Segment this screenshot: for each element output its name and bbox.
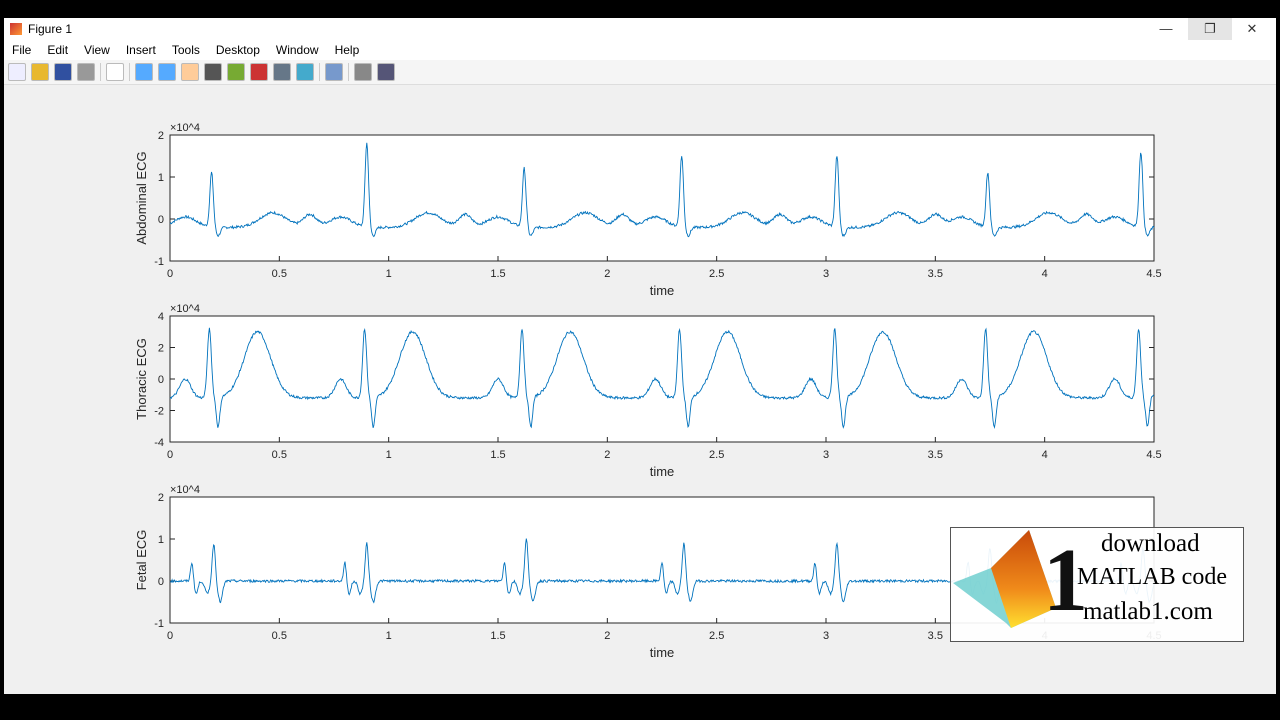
- x-tick-label: 3: [823, 268, 829, 280]
- x-tick-label: 3: [823, 449, 829, 461]
- x-axis-label: time: [650, 283, 675, 298]
- ecg-signal-line: [169, 142, 1155, 238]
- title-bar: Figure 1 — ❐ ✕: [4, 18, 1276, 40]
- menu-help[interactable]: Help: [334, 43, 360, 57]
- zoom-in-icon[interactable]: [135, 63, 153, 81]
- watermark-line3: matlab1.com: [1083, 598, 1213, 625]
- y-tick-label: 2: [158, 130, 164, 142]
- x-tick-label: 1.5: [490, 630, 505, 642]
- y-tick-label: 1: [158, 172, 164, 184]
- ecg-signal-line: [169, 327, 1155, 429]
- x-axis-label: time: [650, 645, 675, 660]
- menu-insert[interactable]: Insert: [125, 43, 156, 57]
- x-tick-label: 3: [823, 630, 829, 642]
- menu-view[interactable]: View: [84, 43, 110, 57]
- x-tick-label: 4: [1042, 449, 1048, 461]
- y-tick-label: 4: [158, 311, 164, 323]
- y-axis-label: Fetal ECG: [134, 530, 149, 591]
- exponent-label: ×10^4: [170, 303, 200, 315]
- x-tick-label: 1: [386, 630, 392, 642]
- print-icon[interactable]: [77, 63, 95, 81]
- show-plot-tools-icon[interactable]: [377, 63, 395, 81]
- menu-bar: File Edit View Insert Tools Desktop Window Help: [4, 40, 1276, 60]
- toolbar-separator: [319, 63, 320, 81]
- y-tick-label: -1: [154, 256, 164, 268]
- x-tick-label: 2.5: [709, 630, 724, 642]
- x-tick-label: 4.5: [1146, 268, 1161, 280]
- plot-area: [169, 315, 1155, 443]
- minimize-button[interactable]: —: [1159, 21, 1173, 36]
- x-tick-label: 0: [167, 630, 173, 642]
- y-tick-label: 2: [158, 492, 164, 504]
- y-tick-label: 0: [158, 374, 164, 386]
- legend-icon[interactable]: [325, 63, 343, 81]
- x-tick-label: 0: [167, 268, 173, 280]
- y-tick-label: 0: [158, 576, 164, 588]
- x-tick-label: 2: [604, 630, 610, 642]
- pointer-icon[interactable]: [106, 63, 124, 81]
- menu-edit[interactable]: Edit: [47, 43, 69, 57]
- x-tick-label: 0.5: [272, 268, 287, 280]
- x-axis-label: time: [650, 464, 675, 479]
- axes-1[interactable]: 0 0.5 1 1.5 2 2.5 3 3.5 4 4.5-1012×10^4timeAbdomi…: [134, 122, 1162, 298]
- watermark-line1: download: [1101, 530, 1200, 557]
- link-icon[interactable]: [273, 63, 291, 81]
- x-tick-label: 1: [386, 449, 392, 461]
- new-file-icon[interactable]: [8, 63, 26, 81]
- y-tick-label: -1: [154, 618, 164, 630]
- window-title: Figure 1: [28, 22, 73, 36]
- watermark-line2: MATLAB code: [1077, 564, 1227, 590]
- save-icon[interactable]: [54, 63, 72, 81]
- y-axis-label: Thoracic ECG: [134, 338, 149, 420]
- watermark-numeral: 1: [1043, 531, 1088, 630]
- menu-file[interactable]: File: [12, 43, 32, 57]
- open-icon[interactable]: [31, 63, 49, 81]
- watermark-logo: 1 download MATLAB code matlab1.com: [950, 527, 1244, 642]
- hide-plot-tools-icon[interactable]: [354, 63, 372, 81]
- data-cursor-icon[interactable]: [227, 63, 245, 81]
- x-tick-label: 0.5: [272, 630, 287, 642]
- restore-button[interactable]: ❐: [1188, 18, 1232, 40]
- x-tick-label: 0.5: [272, 449, 287, 461]
- y-tick-label: 2: [158, 343, 164, 355]
- rotate-3d-icon[interactable]: [204, 63, 222, 81]
- plot-area: [169, 134, 1155, 262]
- toolbar: [4, 60, 1276, 85]
- menu-desktop[interactable]: Desktop: [215, 43, 260, 57]
- x-tick-label: 4: [1042, 268, 1048, 280]
- x-tick-label: 2.5: [709, 449, 724, 461]
- toolbar-separator: [348, 63, 349, 81]
- matlab-membrane-logo: [953, 530, 1056, 628]
- exponent-label: ×10^4: [170, 484, 200, 496]
- x-tick-label: 2.5: [709, 268, 724, 280]
- y-axis-label: Abdominal ECG: [134, 151, 149, 244]
- y-tick-label: -4: [154, 437, 164, 449]
- zoom-out-icon[interactable]: [158, 63, 176, 81]
- x-tick-label: 2: [604, 449, 610, 461]
- y-tick-label: -2: [154, 406, 164, 418]
- x-tick-label: 0: [167, 449, 173, 461]
- x-tick-label: 1.5: [490, 268, 505, 280]
- x-tick-label: 1: [386, 268, 392, 280]
- matlab-icon: [10, 23, 22, 35]
- x-tick-label: 3.5: [928, 449, 943, 461]
- x-tick-label: 3.5: [928, 630, 943, 642]
- toolbar-separator: [129, 63, 130, 81]
- menu-tools[interactable]: Tools: [171, 43, 200, 57]
- axes-2[interactable]: 0 0.5 1 1.5 2 2.5 3 3.5 4 4.5 -4 -2 0 2 4 ×10^4 time Thor…: [134, 303, 1162, 479]
- y-tick-label: 0: [158, 214, 164, 226]
- pan-icon[interactable]: [181, 63, 199, 81]
- colorbar-icon[interactable]: [296, 63, 314, 81]
- x-tick-label: 3.5: [928, 268, 943, 280]
- x-tick-label: 1.5: [490, 449, 505, 461]
- brush-icon[interactable]: [250, 63, 268, 81]
- close-button[interactable]: ✕: [1246, 21, 1258, 36]
- x-tick-label: 2: [604, 268, 610, 280]
- exponent-label: ×10^4: [170, 122, 200, 134]
- toolbar-separator: [100, 63, 101, 81]
- x-tick-label: 4.5: [1146, 449, 1161, 461]
- menu-window[interactable]: Window: [275, 43, 319, 57]
- y-tick-label: 1: [158, 534, 164, 546]
